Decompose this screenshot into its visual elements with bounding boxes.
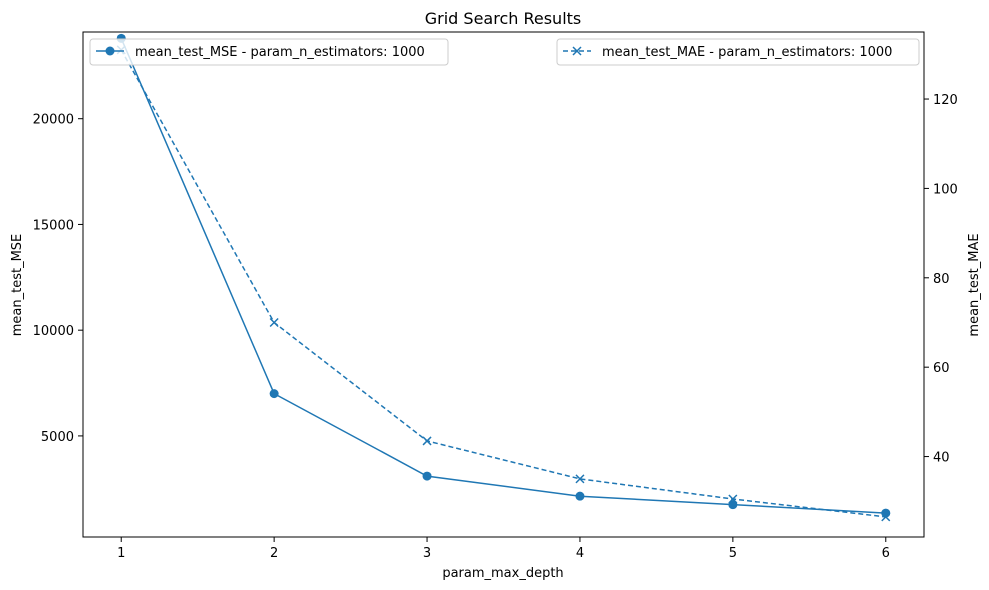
x-tick-label: 3	[423, 546, 431, 561]
series-line-mae	[120, 49, 886, 518]
legend-left: mean_test_MSE - param_n_estimators: 1000	[89, 38, 449, 66]
x-axis-ticks: 1 2 3 4 5 6	[117, 537, 890, 561]
y-right-tick-label: 80	[933, 272, 950, 287]
series-layer	[116, 33, 891, 522]
mse-point	[269, 389, 279, 399]
x-tick-label: 1	[117, 546, 125, 561]
mae-point	[575, 474, 585, 484]
mae-point	[728, 494, 738, 504]
y-left-tick-label: 10000	[33, 324, 74, 339]
y-left-tick-label: 5000	[41, 430, 74, 445]
legend-right: mean_test_MAE - param_n_estimators: 1000	[556, 38, 920, 66]
y-axis-right-ticks: 40 60 80 100 120	[924, 93, 958, 466]
y-left-tick-label: 20000	[33, 113, 74, 128]
y-right-tick-label: 40	[933, 451, 950, 466]
legend-left-marker	[105, 46, 115, 56]
y-axis-left-ticks: 5000 10000 15000 20000	[33, 113, 83, 445]
series-line-mse	[120, 38, 886, 514]
y-right-tick-label: 120	[933, 93, 958, 108]
y-axis-left-label: mean_test_MSE	[10, 234, 25, 337]
y-right-tick-label: 60	[933, 361, 950, 376]
mse-point	[728, 500, 738, 510]
y-axis-right-label: mean_test_MAE	[967, 233, 982, 336]
mae-point	[269, 317, 279, 328]
legend-right-box	[556, 38, 920, 66]
x-tick-label: 6	[882, 546, 890, 561]
chart-title: Grid Search Results	[425, 9, 582, 28]
legend-left-text: mean_test_MSE - param_n_estimators: 1000	[135, 45, 425, 60]
y-right-tick-label: 100	[933, 182, 958, 197]
legend-right-marker	[572, 46, 582, 56]
legend-left-box	[89, 38, 449, 66]
x-tick-label: 5	[729, 546, 737, 561]
plot-frame	[82, 31, 925, 538]
mse-point	[575, 491, 585, 501]
x-axis-label: param_max_depth	[442, 566, 563, 581]
mae-point	[422, 436, 432, 446]
mse-point	[422, 471, 432, 481]
x-tick-label: 2	[270, 546, 278, 561]
mae-point	[881, 512, 891, 522]
legend-right-text: mean_test_MAE - param_n_estimators: 1000	[602, 45, 892, 60]
y-left-tick-label: 15000	[33, 218, 74, 233]
x-tick-label: 4	[576, 546, 584, 561]
